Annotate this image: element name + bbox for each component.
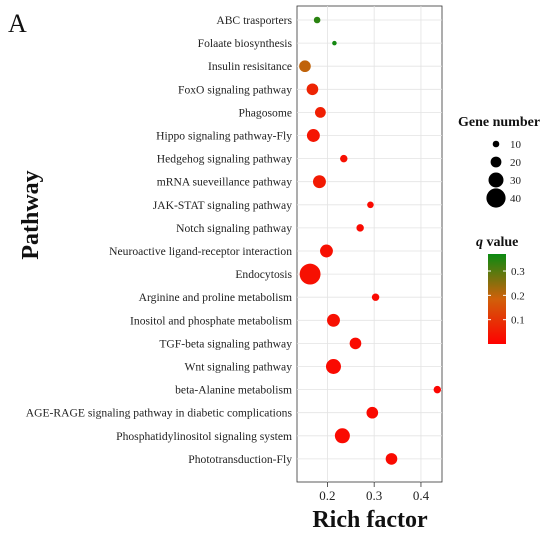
pathway-label: mRNA sueveillance pathway xyxy=(157,176,292,189)
plot-panel xyxy=(296,5,443,483)
y-axis-title: Pathway xyxy=(18,170,44,259)
pathway-label: Endocytosis xyxy=(235,268,292,281)
pathway-label: Hedgehog signaling pathway xyxy=(157,153,292,166)
pathway-label: Hippo signaling pathway-Fly xyxy=(156,130,292,143)
pathway-label: Phototransduction-Fly xyxy=(188,453,292,466)
data-point xyxy=(313,175,326,189)
x-axis-ticks: 0.2 0.3 0.4 xyxy=(319,482,430,503)
color-legend-title-q: q xyxy=(476,235,483,250)
pathway-label: beta-Alanine metabolism xyxy=(175,384,292,397)
data-point xyxy=(356,224,364,232)
pathway-label: Notch signaling pathway xyxy=(176,222,292,235)
size-legend-dot xyxy=(488,172,504,188)
size-legend-dot xyxy=(490,156,502,168)
data-point xyxy=(334,428,350,444)
data-point xyxy=(349,337,362,350)
color-legend-label: 0.3 xyxy=(511,266,525,278)
data-point xyxy=(314,107,326,118)
data-point xyxy=(367,201,374,209)
data-point xyxy=(366,406,379,419)
pathway-label: Phagosome xyxy=(239,106,292,119)
size-legend: Gene number 10 20 30 40 xyxy=(458,115,540,208)
size-legend-label: 10 xyxy=(510,139,522,151)
color-legend: q value 0.1 0.2 0.3 xyxy=(476,235,525,344)
x-tick-label: 0.2 xyxy=(319,488,335,503)
x-tick-label: 0.3 xyxy=(366,488,382,503)
data-point xyxy=(371,293,380,301)
data-point xyxy=(332,40,337,46)
pathway-label: JAK-STAT signaling pathway xyxy=(153,199,292,212)
pathway-label: AGE-RAGE signaling pathway in diabetic c… xyxy=(26,407,293,420)
size-legend-label: 30 xyxy=(510,175,522,187)
pathway-label: Insulin resisitance xyxy=(208,60,292,73)
size-legend-title: Gene number xyxy=(458,115,540,130)
color-legend-title: q value xyxy=(476,235,518,250)
pathway-label: TGF-beta signaling pathway xyxy=(159,337,292,350)
color-legend-label: 0.1 xyxy=(511,315,525,327)
size-legend-dot xyxy=(492,140,500,148)
pathway-label: Phosphatidylinositol signaling system xyxy=(116,430,292,443)
data-point xyxy=(385,453,398,465)
data-point xyxy=(320,244,333,258)
data-points xyxy=(299,16,442,465)
color-legend-label: 0.2 xyxy=(511,290,525,302)
color-legend-title-rest: value xyxy=(483,235,518,250)
pathway-label: Inositol and phosphate metabolism xyxy=(130,314,292,327)
data-point xyxy=(306,83,319,96)
data-point xyxy=(433,385,442,394)
data-point xyxy=(327,313,340,327)
pathway-label: ABC trasporters xyxy=(216,14,292,27)
x-tick-label: 0.4 xyxy=(413,488,430,503)
data-point xyxy=(340,154,348,163)
pathway-labels: ABC trasporters Folaate biosynthesis Insul… xyxy=(26,14,293,466)
data-point xyxy=(306,129,320,142)
data-point xyxy=(325,359,341,374)
pathway-label: Wnt signaling pathway xyxy=(184,361,292,374)
panel-label: A xyxy=(8,9,27,38)
pathway-label: Folaate biosynthesis xyxy=(198,37,293,50)
data-point xyxy=(313,16,321,24)
size-legend-label: 40 xyxy=(510,193,522,205)
pathway-label: Arginine and proline metabolism xyxy=(139,291,292,304)
x-axis-title: Rich factor xyxy=(312,507,428,533)
data-point xyxy=(299,60,311,73)
pathway-label: Neuroactive ligand-receptor interaction xyxy=(109,245,292,258)
size-legend-dot xyxy=(486,188,506,208)
color-legend-bar xyxy=(488,254,506,344)
size-legend-label: 20 xyxy=(510,157,522,169)
data-point xyxy=(299,263,321,285)
pathway-label: FoxO signaling pathway xyxy=(178,83,292,96)
